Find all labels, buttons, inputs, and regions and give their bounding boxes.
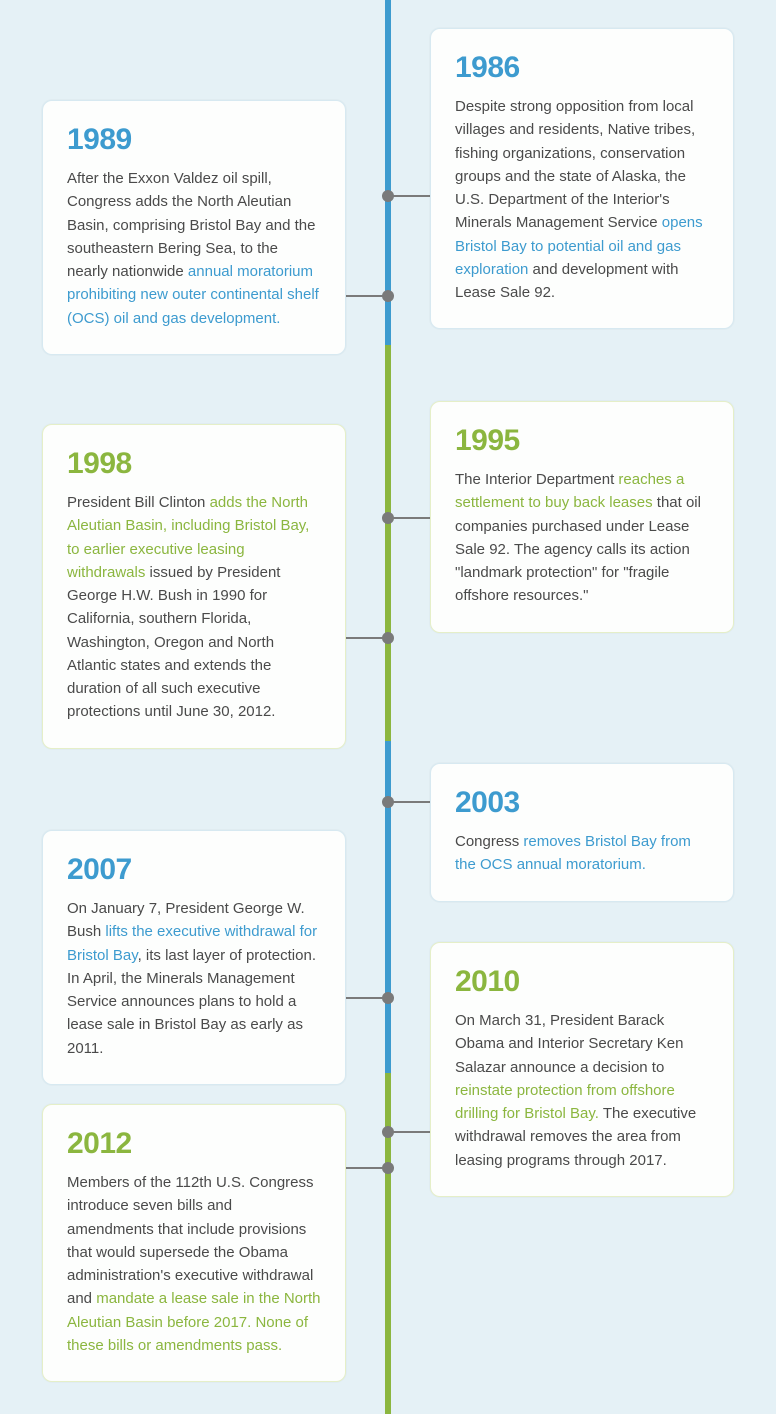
timeline-connector <box>346 997 385 999</box>
timeline-text: President Bill Clinton <box>67 494 210 511</box>
timeline-axis-segment <box>385 1073 391 1414</box>
timeline-year: 2007 <box>67 853 321 887</box>
timeline-year: 1995 <box>455 424 709 458</box>
timeline-axis-segment <box>385 345 391 741</box>
timeline-highlight: mandate a lease sale in the North Aleuti… <box>67 1290 321 1354</box>
timeline-text: Congress <box>455 833 523 850</box>
timeline-card-2003: 2003 Congress removes Bristol Bay from th… <box>430 763 734 902</box>
timeline-card-2012: 2012 Members of the 112th U.S. Congress i… <box>42 1104 346 1382</box>
timeline-body: On March 31, President Barack Obama and … <box>455 1009 709 1172</box>
timeline-body: Congress removes Bristol Bay from the OC… <box>455 830 709 877</box>
timeline-card-1998: 1998 President Bill Clinton adds the Nort… <box>42 424 346 749</box>
timeline-connector <box>391 195 430 197</box>
timeline-card-2007: 2007 On January 7, President George W. Bu… <box>42 830 346 1085</box>
timeline-card-2010: 2010 On March 31, President Barack Obama … <box>430 942 734 1197</box>
timeline-axis-segment <box>385 741 391 1073</box>
timeline-text: The Interior Department <box>455 471 618 488</box>
timeline-text: On March 31, President Barack Obama and … <box>455 1012 683 1076</box>
timeline-card-1989: 1989 After the Exxon Valdez oil spill, Co… <box>42 100 346 355</box>
timeline-year: 1986 <box>455 51 709 85</box>
timeline-year: 2010 <box>455 965 709 999</box>
timeline-year: 2012 <box>67 1127 321 1161</box>
timeline-connector <box>346 637 385 639</box>
timeline: 1986 Despite strong opposition from local… <box>0 0 776 1414</box>
timeline-year: 1989 <box>67 123 321 157</box>
timeline-text: Despite strong opposition from local vil… <box>455 98 695 231</box>
timeline-year: 1998 <box>67 447 321 481</box>
timeline-card-1986: 1986 Despite strong opposition from local… <box>430 28 734 329</box>
timeline-body: Members of the 112th U.S. Congress intro… <box>67 1171 321 1357</box>
timeline-connector <box>391 517 430 519</box>
timeline-body: On January 7, President George W. Bush l… <box>67 897 321 1060</box>
timeline-body: The Interior Department reaches a settle… <box>455 468 709 608</box>
timeline-year: 2003 <box>455 786 709 820</box>
timeline-text: issued by President George H.W. Bush in … <box>67 564 280 721</box>
timeline-text: Members of the 112th U.S. Congress intro… <box>67 1174 314 1307</box>
timeline-connector <box>346 1167 385 1169</box>
timeline-body: President Bill Clinton adds the North Al… <box>67 491 321 724</box>
timeline-connector <box>346 295 385 297</box>
timeline-body: Despite strong opposition from local vil… <box>455 95 709 304</box>
timeline-connector <box>391 1131 430 1133</box>
timeline-connector <box>391 801 430 803</box>
timeline-card-1995: 1995 The Interior Department reaches a se… <box>430 401 734 633</box>
timeline-body: After the Exxon Valdez oil spill, Congre… <box>67 167 321 330</box>
